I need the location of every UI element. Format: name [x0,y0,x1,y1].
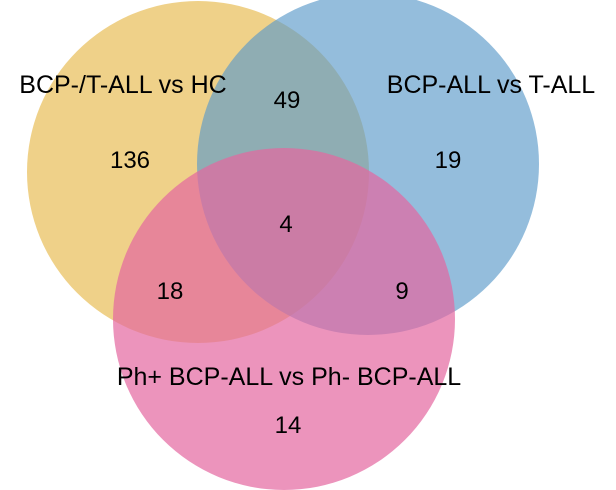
set-a-label: BCP-/T-ALL vs HC [19,71,226,99]
region-b-c-count: 9 [395,278,408,305]
region-a-only-count: 136 [110,147,150,174]
region-a-b-count: 49 [274,87,301,114]
region-c-only-count: 14 [275,412,302,439]
set-c-circle [113,148,455,490]
region-a-c-count: 18 [157,278,184,305]
set-b-label: BCP-ALL vs T-ALL [387,71,596,99]
region-b-only-count: 19 [435,147,462,174]
set-c-label: Ph+ BCP-ALL vs Ph- BCP-ALL [117,363,461,391]
region-a-b-c-count: 4 [279,211,292,238]
